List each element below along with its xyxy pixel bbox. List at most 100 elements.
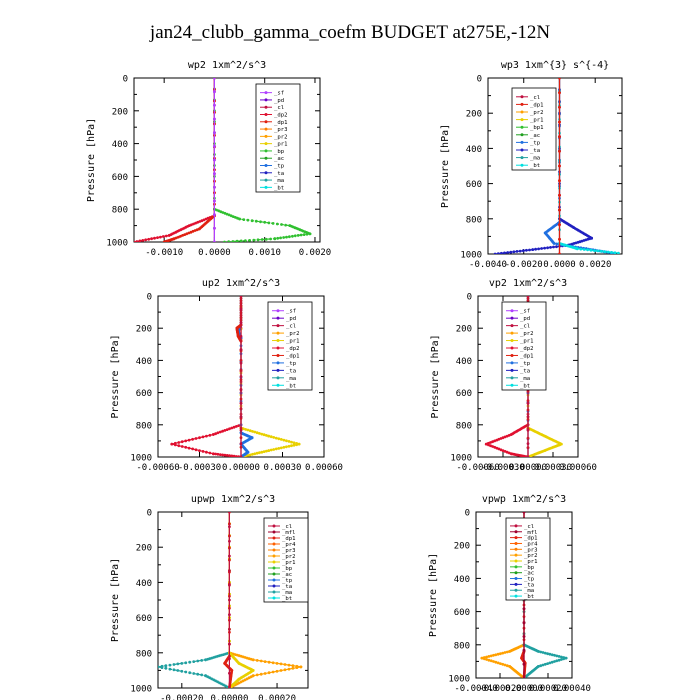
legend-label: _pd xyxy=(286,316,296,322)
y-tick-label: 1000 xyxy=(450,454,472,464)
series-marker xyxy=(253,452,257,456)
y-tick-label: 1000 xyxy=(130,454,152,464)
series-marker xyxy=(539,650,543,654)
series-marker xyxy=(480,656,484,660)
series-marker xyxy=(235,425,238,428)
legend-marker xyxy=(264,156,268,160)
series-marker xyxy=(262,450,266,453)
series-marker xyxy=(241,427,245,431)
legend-marker xyxy=(264,105,268,109)
series-marker xyxy=(239,455,243,457)
series-marker xyxy=(503,651,507,654)
series-line-dp2 xyxy=(134,78,215,242)
series-marker xyxy=(147,237,151,241)
series-marker xyxy=(582,248,586,251)
series-marker xyxy=(205,434,208,438)
series-marker xyxy=(275,662,279,665)
legend-label: _pr2 xyxy=(282,554,295,560)
x-tick-label: 0.00030 xyxy=(264,463,302,473)
x-tick-label: -0.0040 xyxy=(469,260,507,270)
series-marker xyxy=(246,428,250,432)
legend-label: _pr1 xyxy=(530,118,543,124)
series-marker xyxy=(279,662,283,666)
series-marker xyxy=(539,664,543,668)
series-marker xyxy=(555,659,559,663)
y-tick-label: 600 xyxy=(136,614,152,624)
series-marker xyxy=(558,120,561,124)
legend-label: _bp xyxy=(524,565,535,571)
series-marker xyxy=(562,657,566,661)
series-marker xyxy=(235,455,238,457)
series-marker xyxy=(239,388,243,392)
series-marker xyxy=(162,240,166,242)
legend-label: _bt xyxy=(282,596,292,602)
series-marker xyxy=(259,659,263,663)
y-tick-label: 0 xyxy=(147,293,152,303)
legend-label: _cl xyxy=(524,524,534,530)
legend-box xyxy=(511,87,557,171)
series-marker xyxy=(219,210,223,214)
series-marker xyxy=(168,663,172,667)
legend-marker xyxy=(514,571,518,575)
series-marker xyxy=(196,672,200,676)
legend-marker xyxy=(272,536,276,540)
y-tick-label: 200 xyxy=(136,544,152,554)
series-marker xyxy=(522,676,526,678)
series-marker xyxy=(282,236,285,239)
y-tick-label: 800 xyxy=(456,421,472,431)
series-marker xyxy=(491,445,494,448)
series-marker xyxy=(501,662,505,666)
series-marker xyxy=(213,78,216,80)
legend-marker xyxy=(272,554,276,558)
series-marker xyxy=(558,149,561,153)
series-marker xyxy=(164,234,168,238)
legend-label: _ma xyxy=(286,376,296,382)
legend-marker xyxy=(272,590,276,594)
series-marker xyxy=(242,218,246,222)
series-marker xyxy=(280,223,283,226)
legend-label: _dp1 xyxy=(520,353,533,359)
series-marker xyxy=(550,660,554,664)
legend-box xyxy=(267,301,313,391)
legend-label: _pr3 xyxy=(282,548,295,554)
series-marker xyxy=(228,671,231,675)
series-marker xyxy=(159,235,162,239)
figure-title: jan24_clubb_gamma_coefm BUDGET at275E,-1… xyxy=(149,22,551,43)
legend-label: _bt xyxy=(286,383,296,389)
series-marker xyxy=(228,642,231,646)
legend-label: _bt xyxy=(520,383,530,389)
series-marker xyxy=(239,239,243,242)
y-tick-label: 400 xyxy=(454,575,470,585)
series-marker xyxy=(184,661,188,665)
series-marker xyxy=(187,231,191,235)
series-marker xyxy=(234,216,237,219)
series-marker xyxy=(239,308,243,311)
series-marker xyxy=(253,430,257,434)
series-marker xyxy=(275,669,279,673)
series-marker xyxy=(541,663,545,667)
y-tick-label: 1000 xyxy=(130,685,152,695)
y-tick-label: 0 xyxy=(467,293,472,303)
series-marker xyxy=(499,448,503,452)
series-marker xyxy=(260,238,264,241)
series-marker xyxy=(279,446,283,450)
series-marker xyxy=(228,686,231,688)
legend-box xyxy=(255,83,301,193)
legend-label: _ta xyxy=(520,368,530,374)
series-marker xyxy=(248,239,252,242)
series-marker xyxy=(508,650,511,653)
series-marker xyxy=(534,247,537,251)
series-line-dp1 xyxy=(164,78,215,242)
series-marker xyxy=(522,648,526,652)
series-marker xyxy=(198,227,201,231)
series-marker xyxy=(189,230,193,234)
x-tick-label: 0.00020 xyxy=(258,694,296,700)
legend-marker xyxy=(520,156,524,160)
series-marker xyxy=(501,651,505,655)
series-marker xyxy=(543,662,547,666)
series-marker xyxy=(238,217,242,221)
series-marker xyxy=(237,424,241,427)
series-marker xyxy=(528,248,531,252)
series-marker xyxy=(213,144,216,148)
legend-marker xyxy=(510,331,514,335)
